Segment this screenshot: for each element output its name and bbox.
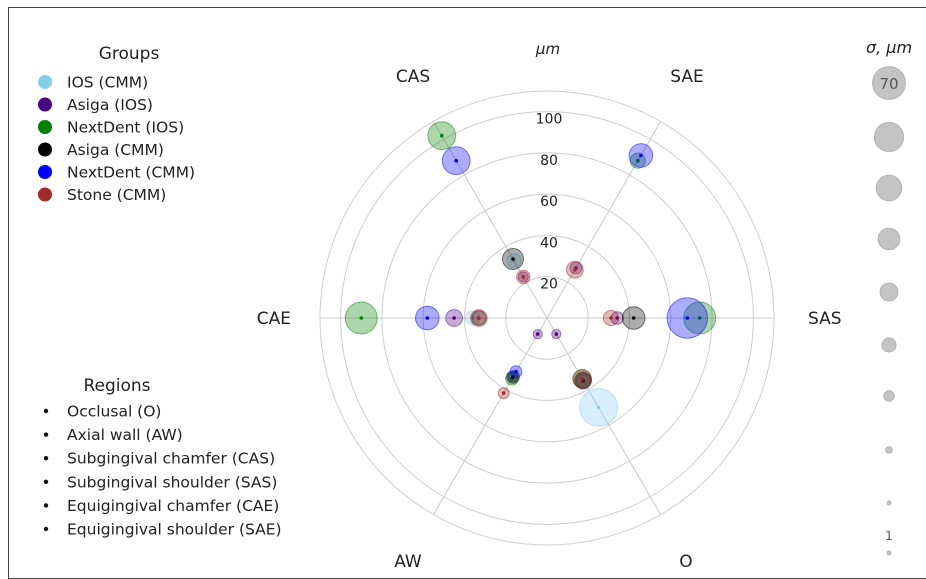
bubble-center-nextdent-cmm-aw-4 bbox=[514, 369, 518, 374]
size-legend-items: 70 1 bbox=[872, 66, 906, 556]
bubble-center-stone-cmm-sae-2 bbox=[573, 267, 577, 272]
size-legend-bubble-30 bbox=[881, 337, 897, 353]
bubble-center-nextdent-cmm-cae-3 bbox=[425, 316, 430, 320]
radial-tick-label-100: 100 bbox=[536, 112, 563, 128]
angular-axis-labels: CAS SAE SAS O AW CAE bbox=[257, 67, 842, 572]
axis-line-o bbox=[546, 317, 661, 515]
bubble-center-stone-cmm-aw-5 bbox=[501, 391, 506, 395]
bubble-center-asiga-ios-o-0 bbox=[554, 332, 559, 336]
size-legend: σ, μm 70 1 bbox=[866, 38, 912, 556]
region-bullet-3 bbox=[43, 479, 49, 484]
size-legend-title: σ, μm bbox=[866, 38, 912, 57]
legend-marker-nextdent-ios bbox=[38, 120, 52, 134]
axis-line-aw bbox=[433, 317, 548, 515]
region-label-4: Equigingival chamfer (CAE) bbox=[67, 497, 279, 515]
size-legend-bubble-54 bbox=[875, 174, 903, 202]
bubble-center-stone-cmm-cae-1 bbox=[477, 316, 481, 320]
region-bullet-1 bbox=[43, 432, 49, 437]
region-bullet-2 bbox=[43, 456, 49, 461]
bubble-center-nextdent-ios-sae-3 bbox=[636, 158, 640, 163]
bubble-center-asiga-cmm-sas-0 bbox=[631, 316, 636, 320]
radial-ticks: 20 40 60 80 100 bbox=[536, 112, 563, 293]
legend-marker-nextdent-cmm bbox=[38, 165, 52, 179]
bubble-center-stone-cmm-sas-0 bbox=[609, 316, 613, 320]
axis-label-cae: CAE bbox=[257, 309, 291, 329]
size-legend-bubble-38 bbox=[879, 282, 899, 302]
bubble-center-nextdent-cmm-sae-2 bbox=[639, 153, 643, 158]
bubble-center-nextdent-ios-cae-0 bbox=[359, 316, 364, 320]
region-label-3: Subgingival shoulder (SAS) bbox=[67, 473, 277, 491]
bubble-center-asiga-ios-aw-1 bbox=[535, 332, 540, 336]
axis-label-aw: AW bbox=[394, 552, 422, 572]
legend-marker-asiga-ios bbox=[38, 97, 52, 112]
region-label-5: Equigingival shoulder (SAE) bbox=[67, 521, 282, 539]
radial-tick-label-60: 60 bbox=[540, 194, 558, 210]
radial-tick-label-20: 20 bbox=[540, 277, 558, 293]
bubble-center-nextdent-ios-sas-1 bbox=[697, 316, 702, 320]
bubble-center-nextdent-cmm-cas-1 bbox=[454, 158, 459, 163]
legend-marker-stone-cmm bbox=[38, 187, 52, 202]
groups-legend: Groups IOS (CMM) Asiga (IOS) NextDent (IOS… bbox=[38, 44, 195, 204]
size-legend-bubble-22 bbox=[883, 390, 895, 402]
bubble-center-ios-cmm-o-0 bbox=[596, 405, 601, 410]
groups-legend-title: Groups bbox=[99, 44, 160, 64]
region-bullet-4 bbox=[43, 503, 49, 508]
legend-marker-ios-cmm bbox=[38, 75, 52, 89]
bubble-center-stone-cmm-cas-3 bbox=[521, 275, 526, 279]
radial-axis-unit-label: μm bbox=[535, 40, 560, 58]
figure-border bbox=[8, 7, 926, 579]
regions-legend-title: Regions bbox=[83, 376, 150, 396]
axis-label-sas: SAS bbox=[808, 309, 842, 329]
legend-label-ios-cmm: IOS (CMM) bbox=[67, 74, 148, 92]
bubble-center-stone-cmm-o-4 bbox=[580, 377, 584, 381]
bubble-center-nextdent-cmm-sas-0 bbox=[685, 316, 690, 320]
groups-legend-items: IOS (CMM) Asiga (IOS) NextDent (IOS) Asiga … bbox=[38, 74, 195, 204]
size-legend-label-min: 1 bbox=[885, 529, 893, 543]
radial-tick-label-40: 40 bbox=[540, 235, 558, 251]
axis-line-cas bbox=[433, 121, 548, 319]
bubble-center-asiga-cmm-cas-1 bbox=[511, 257, 515, 261]
data-bubbles bbox=[344, 121, 717, 427]
legend-label-nextdent-ios: NextDent (IOS) bbox=[67, 119, 184, 137]
legend-label-stone-cmm: Stone (CMM) bbox=[67, 186, 166, 204]
axis-label-o: O bbox=[679, 552, 692, 572]
polar-grid bbox=[319, 90, 775, 546]
region-label-2: Subgingival chamfer (CAS) bbox=[67, 450, 275, 468]
size-legend-bubble-70 bbox=[872, 66, 906, 100]
size-legend-bubble-7 bbox=[886, 500, 892, 506]
size-legend-label-max: 70 bbox=[879, 75, 898, 93]
legend-marker-asiga-cmm bbox=[38, 142, 52, 157]
radial-tick-label-80: 80 bbox=[540, 153, 558, 169]
region-bullet-0 bbox=[43, 408, 49, 414]
legend-label-asiga-ios: Asiga (IOS) bbox=[67, 96, 153, 114]
size-legend-bubble-46 bbox=[877, 227, 901, 251]
legend-label-asiga-cmm: Asiga (CMM) bbox=[67, 141, 164, 159]
regions-legend: Regions Occlusal (O) Axial wall (AW) Subgi… bbox=[43, 376, 282, 539]
bubble-center-nextdent-ios-cas-2 bbox=[440, 133, 444, 138]
size-legend-bubble-62 bbox=[873, 121, 905, 153]
size-legend-bubble-14 bbox=[885, 446, 893, 454]
legend-label-nextdent-cmm: NextDent (CMM) bbox=[67, 164, 195, 182]
region-bullet-5 bbox=[43, 526, 49, 532]
axis-label-cas: CAS bbox=[396, 67, 430, 87]
regions-legend-items: Occlusal (O) Axial wall (AW) Subgingival c… bbox=[43, 403, 282, 539]
region-label-0: Occlusal (O) bbox=[67, 403, 161, 421]
region-label-1: Axial wall (AW) bbox=[67, 426, 183, 444]
axis-label-sae: SAE bbox=[670, 67, 703, 87]
size-legend-bubble-1 bbox=[886, 550, 892, 556]
bubble-center-asiga-ios-cae-2 bbox=[452, 316, 456, 320]
